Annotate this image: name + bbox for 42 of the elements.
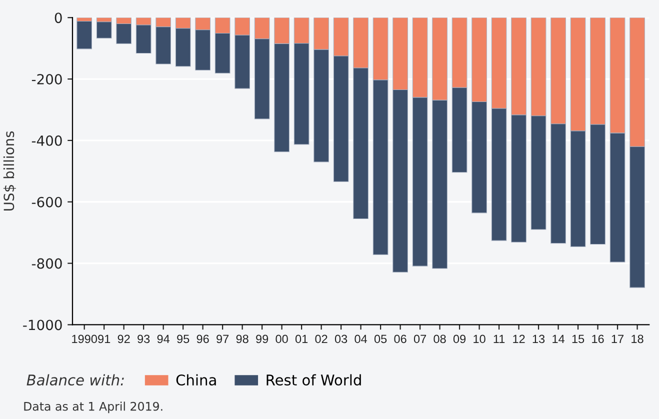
y-tick-label: -600 [32, 196, 62, 208]
x-tick-label: 10 [474, 334, 486, 344]
x-tick-label: 12 [513, 334, 525, 344]
x-tick-label: 96 [196, 334, 209, 344]
x-tick-label: 08 [434, 334, 446, 344]
legend-label: China [176, 374, 216, 386]
x-tick-label: 05 [374, 334, 387, 344]
y-tick-label: 0 [54, 12, 62, 24]
x-tick-label: 93 [138, 334, 150, 344]
x-tick-label: 07 [414, 334, 426, 344]
x-tick-label: 15 [572, 334, 584, 344]
x-tick-label: 14 [552, 334, 564, 344]
x-tick-label: 18 [632, 334, 644, 344]
x-tick-label: 04 [354, 334, 368, 344]
y-tick-label: -200 [32, 74, 62, 84]
x-tick-label: 11 [494, 334, 505, 344]
y-tick-label: -800 [32, 258, 62, 269]
y-tick-label: -1000 [23, 320, 62, 330]
x-tick-label: 99 [256, 334, 268, 344]
x-tick-label: 95 [177, 334, 190, 344]
x-tick-label: 01 [295, 334, 308, 344]
legend-title: Balance with: [26, 374, 124, 386]
x-tick-label: 94 [157, 334, 170, 344]
x-tick-label: 16 [592, 334, 604, 344]
x-tick-label: 13 [532, 334, 545, 344]
x-tick-label: 02 [315, 334, 328, 344]
x-tick-label: 06 [394, 334, 406, 344]
x-tick-label: 1990 [72, 334, 98, 344]
y-axis-title: US$ billions [3, 131, 16, 210]
y-tick-label: -400 [32, 135, 62, 146]
x-tick-label: 00 [276, 334, 288, 344]
bar [96, 22, 112, 38]
x-tick-label: 97 [216, 334, 229, 344]
bar [76, 21, 92, 50]
text: Data as at 1 April 2019. [24, 402, 162, 414]
x-tick-label: 98 [236, 334, 248, 344]
x-tick-label: 09 [453, 334, 466, 344]
x-tick-label: 92 [118, 334, 130, 344]
x-tick-label: 03 [334, 334, 348, 344]
x-tick-label: 17 [612, 334, 624, 344]
legend-label: Rest of World [266, 374, 361, 386]
x-tick-label: 91 [98, 334, 110, 344]
